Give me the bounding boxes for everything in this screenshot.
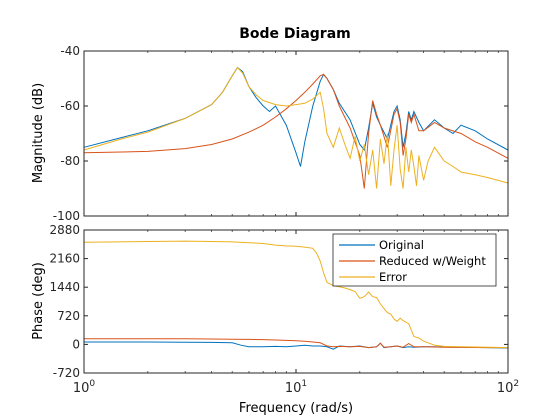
legend-entry-label: Error (379, 270, 407, 284)
chart-title: Bode Diagram (239, 26, 351, 42)
x-axis-label: Frequency (rad/s) (239, 401, 353, 416)
phase-panel: -720 0 720 1440 2160 2880 Phase (deg) Origina… (31, 223, 509, 380)
phase-y-tick-label: 2160 (49, 252, 80, 266)
phase-y-tick-label: 0 (72, 337, 80, 351)
x-tick-label: 100 (73, 379, 96, 396)
magnitude-series-group (83, 66, 509, 189)
x-ticks: 100 101 102 (73, 379, 519, 396)
phase-line-error (83, 240, 509, 349)
magnitude-y-axis-label: Magnitude (dB) (31, 83, 46, 183)
magnitude-y-tick-label: -80 (60, 154, 80, 168)
magnitude-line-original (83, 66, 509, 167)
legend: Original Reduced w/Weight Error (332, 233, 497, 287)
magnitude-y-tick-label: -40 (60, 44, 80, 58)
phase-series-group (83, 240, 509, 350)
phase-y-tick-label: 720 (57, 309, 80, 323)
phase-y-tick-label: 1440 (49, 280, 80, 294)
phase-line-reduced-w-weight (84, 338, 508, 349)
phase-y-axis-label: Phase (deg) (31, 262, 46, 340)
magnitude-line-error (83, 66, 509, 189)
magnitude-y-tick-label: -100 (53, 209, 80, 223)
magnitude-panel: -100 -80 -60 -40 Magnitude (dB) (31, 44, 509, 223)
magnitude-y-ticks: -100 -80 -60 -40 (53, 44, 509, 223)
legend-entry-label: Original (379, 238, 424, 252)
phase-y-tick-label: -720 (53, 366, 80, 380)
x-tick-label: 102 (497, 379, 519, 396)
magnitude-line-reduced-w-weight (83, 73, 509, 189)
phase-y-ticks: -720 0 720 1440 2160 2880 (49, 223, 509, 380)
magnitude-y-tick-label: -60 (60, 99, 80, 113)
magnitude-plot-area (84, 51, 508, 216)
phase-y-tick-label: 2880 (49, 223, 80, 237)
legend-entry-label: Reduced w/Weight (379, 254, 486, 268)
x-tick-label: 101 (285, 379, 307, 396)
